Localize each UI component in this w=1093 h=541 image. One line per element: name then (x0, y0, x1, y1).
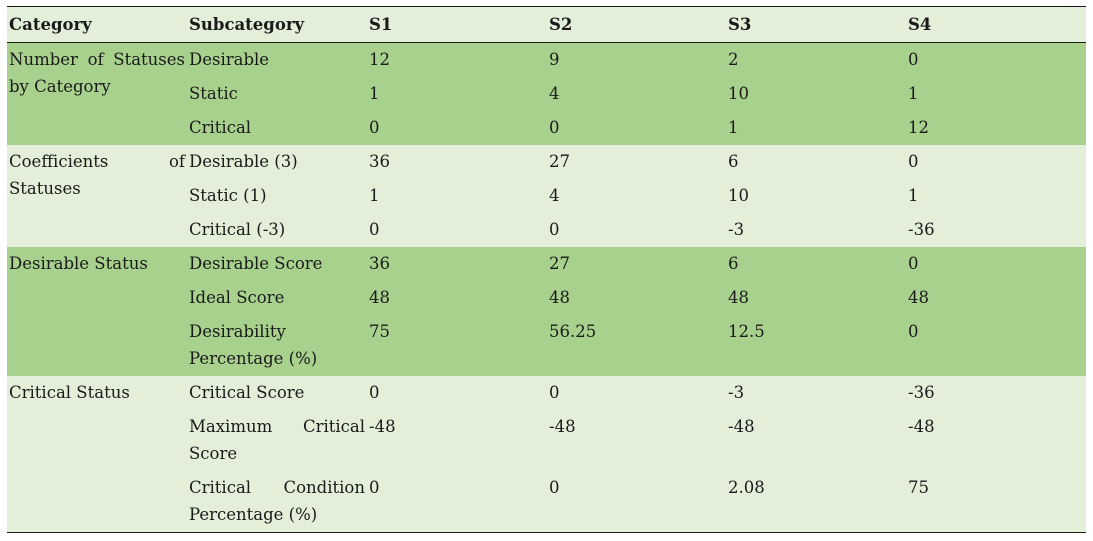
s2-cell: 9 (547, 42, 726, 77)
table-row: Coefficients of Statuses Desirable (3) 3… (7, 145, 1086, 247)
table-row: Number of Statuses by Category Desirable… (7, 42, 1086, 145)
s2-cell: 27 (547, 145, 726, 179)
header-row: Category Subcategory S1 S2 S3 S4 (7, 6, 1086, 43)
subcategory-cell: Critical (187, 111, 367, 145)
s2-cell: -48 (547, 410, 726, 471)
s4-cell: 0 (906, 315, 1086, 376)
category-cell: Desirable Status (7, 247, 187, 376)
table-row: Critical Condition Percentage (%) 0 0 2.… (7, 471, 1086, 533)
s1-cell: 0 (367, 471, 547, 533)
s3-cell: 6 (726, 247, 906, 281)
header-s2: S2 (547, 6, 726, 43)
subcategory-cell: Desirability Percentage (%) (187, 315, 367, 376)
s4-cell: 1 (906, 179, 1086, 213)
s3-cell: -3 (726, 213, 906, 247)
table-row: Maximum Critical Score -48 -48 -48 -48 (7, 410, 1086, 471)
s3-cell: 1 (726, 111, 906, 145)
s2-cell: 0 (547, 213, 726, 247)
s4-cell: 1 (906, 77, 1086, 111)
s4-cell: 12 (906, 111, 1086, 145)
table-row: Desirability Percentage (%) 75 56.25 12.… (7, 315, 1086, 376)
table-row: Desirable Status Desirable Score 36 27 6… (7, 247, 1086, 376)
table-row: Critical 0 0 1 12 (7, 111, 1086, 145)
s1-cell: 12 (367, 42, 547, 77)
s1-cell: -48 (367, 410, 547, 471)
table-row: Ideal Score 48 48 48 48 (7, 281, 1086, 315)
header-s3: S3 (726, 6, 906, 43)
subcategory-cell: Critical Score (187, 376, 367, 410)
header-s1: S1 (367, 6, 547, 43)
s1-cell: 75 (367, 315, 547, 376)
s1-cell: 1 (367, 77, 547, 111)
s3-cell: 10 (726, 179, 906, 213)
subcategory-cell: Critical (-3) (187, 213, 367, 247)
s1-cell: 36 (367, 145, 547, 179)
s2-cell: 4 (547, 179, 726, 213)
s1-cell: 0 (367, 111, 547, 145)
s3-cell: 2.08 (726, 471, 906, 533)
s2-cell: 4 (547, 77, 726, 111)
s2-cell: 0 (547, 376, 726, 410)
s2-cell: 48 (547, 281, 726, 315)
s4-cell: -36 (906, 376, 1086, 410)
s3-cell: 6 (726, 145, 906, 179)
s3-cell: 12.5 (726, 315, 906, 376)
s2-cell: 0 (547, 111, 726, 145)
s1-cell: 36 (367, 247, 547, 281)
s1-cell: 48 (367, 281, 547, 315)
s3-cell: 10 (726, 77, 906, 111)
s3-cell: -3 (726, 376, 906, 410)
category-cell: Critical Status (7, 376, 187, 533)
s4-cell: 75 (906, 471, 1086, 533)
s4-cell: -48 (906, 410, 1086, 471)
s3-cell: 2 (726, 42, 906, 77)
s3-cell: 48 (726, 281, 906, 315)
subcategory-cell: Critical Condition Percentage (%) (187, 471, 367, 533)
s1-cell: 0 (367, 376, 547, 410)
subcategory-cell: Maximum Critical Score (187, 410, 367, 471)
category-cell: Number of Statuses by Category (7, 42, 187, 145)
subcategory-cell: Ideal Score (187, 281, 367, 315)
subcategory-cell: Desirable Score (187, 247, 367, 281)
header-subcategory: Subcategory (187, 6, 367, 43)
s2-cell: 56.25 (547, 315, 726, 376)
header-category: Category (7, 6, 187, 43)
s1-cell: 1 (367, 179, 547, 213)
s4-cell: 0 (906, 42, 1086, 77)
category-cell: Coefficients of Statuses (7, 145, 187, 247)
table-row: Critical (-3) 0 0 -3 -36 (7, 213, 1086, 247)
subcategory-cell: Static (187, 77, 367, 111)
s4-cell: 48 (906, 281, 1086, 315)
table-row: Static (1) 1 4 10 1 (7, 179, 1086, 213)
status-table: Category Subcategory S1 S2 S3 S4 Number … (7, 6, 1086, 533)
subcategory-cell: Desirable (3) (187, 145, 367, 179)
subcategory-cell: Static (1) (187, 179, 367, 213)
header-s4: S4 (906, 6, 1086, 43)
subcategory-cell: Desirable (187, 42, 367, 77)
table-row: Critical Status Critical Score 0 0 -3 -3… (7, 376, 1086, 533)
s4-cell: 0 (906, 145, 1086, 179)
s3-cell: -48 (726, 410, 906, 471)
s2-cell: 0 (547, 471, 726, 533)
s4-cell: 0 (906, 247, 1086, 281)
s2-cell: 27 (547, 247, 726, 281)
table-row: Static 1 4 10 1 (7, 77, 1086, 111)
s4-cell: -36 (906, 213, 1086, 247)
s1-cell: 0 (367, 213, 547, 247)
